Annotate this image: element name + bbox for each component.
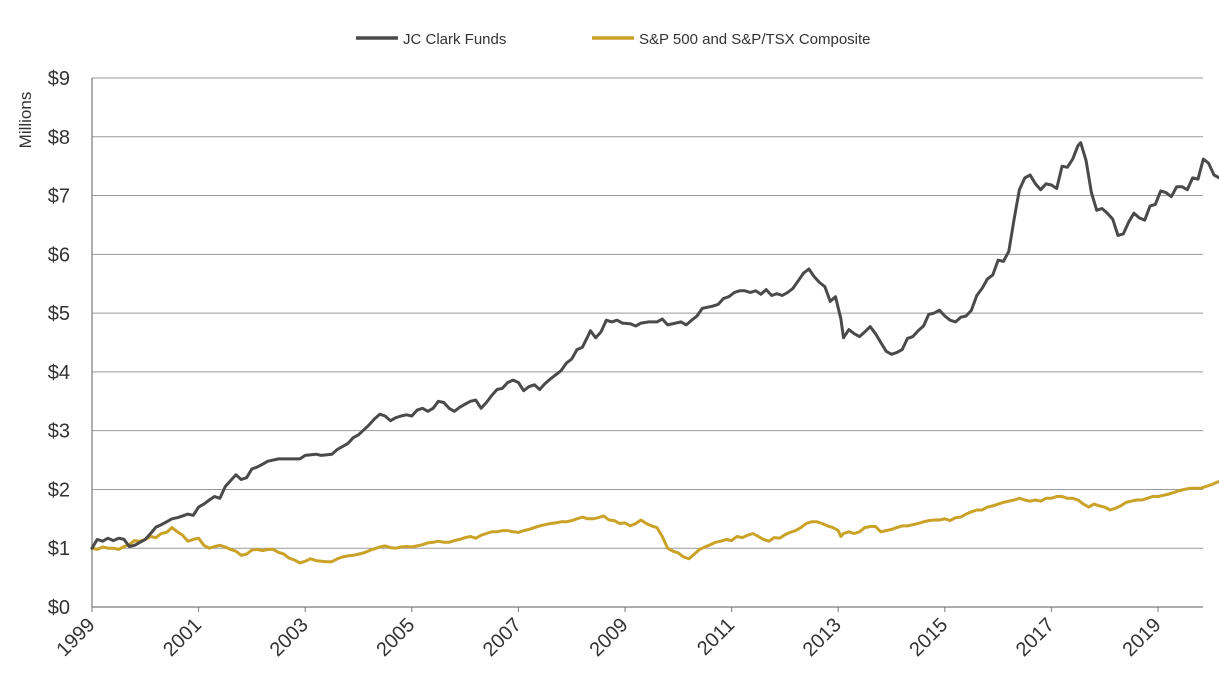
legend-label: S&P 500 and S&P/TSX Composite — [639, 31, 871, 48]
x-tick-label: 2011 — [693, 614, 739, 660]
legend-label: JC Clark Funds — [403, 31, 506, 48]
series-line-jc-clark-funds — [90, 141, 1219, 550]
y-tick-label: $3 — [48, 421, 70, 443]
legend: JC Clark Funds S&P 500 and S&P/TSX Compos… — [356, 31, 871, 48]
y-tick-label: $4 — [48, 362, 70, 384]
x-tick-label: 2003 — [266, 614, 313, 661]
x-tick-label: 2001 — [159, 614, 206, 661]
y-tick-label: $7 — [48, 186, 70, 208]
x-tick-label: 2007 — [479, 614, 526, 661]
y-tick-label: $2 — [48, 479, 70, 501]
x-tick-label: 2017 — [1012, 614, 1059, 661]
y-tick-label: $0 — [48, 597, 70, 619]
y-axis-title: Millions — [16, 92, 35, 149]
x-tick-label: 2005 — [372, 614, 419, 661]
x-tick-label: 2013 — [799, 614, 846, 661]
series-lines — [90, 141, 1219, 565]
x-tick-label: 2015 — [905, 614, 952, 661]
gridlines — [91, 77, 1203, 612]
y-tick-label: $8 — [48, 127, 70, 149]
x-tick-label: 2019 — [1119, 614, 1166, 661]
y-tick-labels: $0 $1 $2 $3 $4 $5 $6 $7 $8 $9 — [48, 68, 70, 619]
y-tick-label: $5 — [48, 303, 70, 325]
x-tick-label: 1999 — [53, 614, 100, 661]
series-line-sp500-tsx-composite — [90, 480, 1219, 565]
y-tick-label: $9 — [48, 68, 70, 90]
x-tick-label: 2009 — [586, 614, 633, 661]
y-tick-label: $6 — [48, 244, 70, 266]
x-tick-labels: 1999 2001 2003 2005 2007 2009 2011 2013 2015 2017… — [53, 614, 1166, 661]
axes — [91, 78, 1203, 608]
y-tick-label: $1 — [48, 538, 70, 560]
